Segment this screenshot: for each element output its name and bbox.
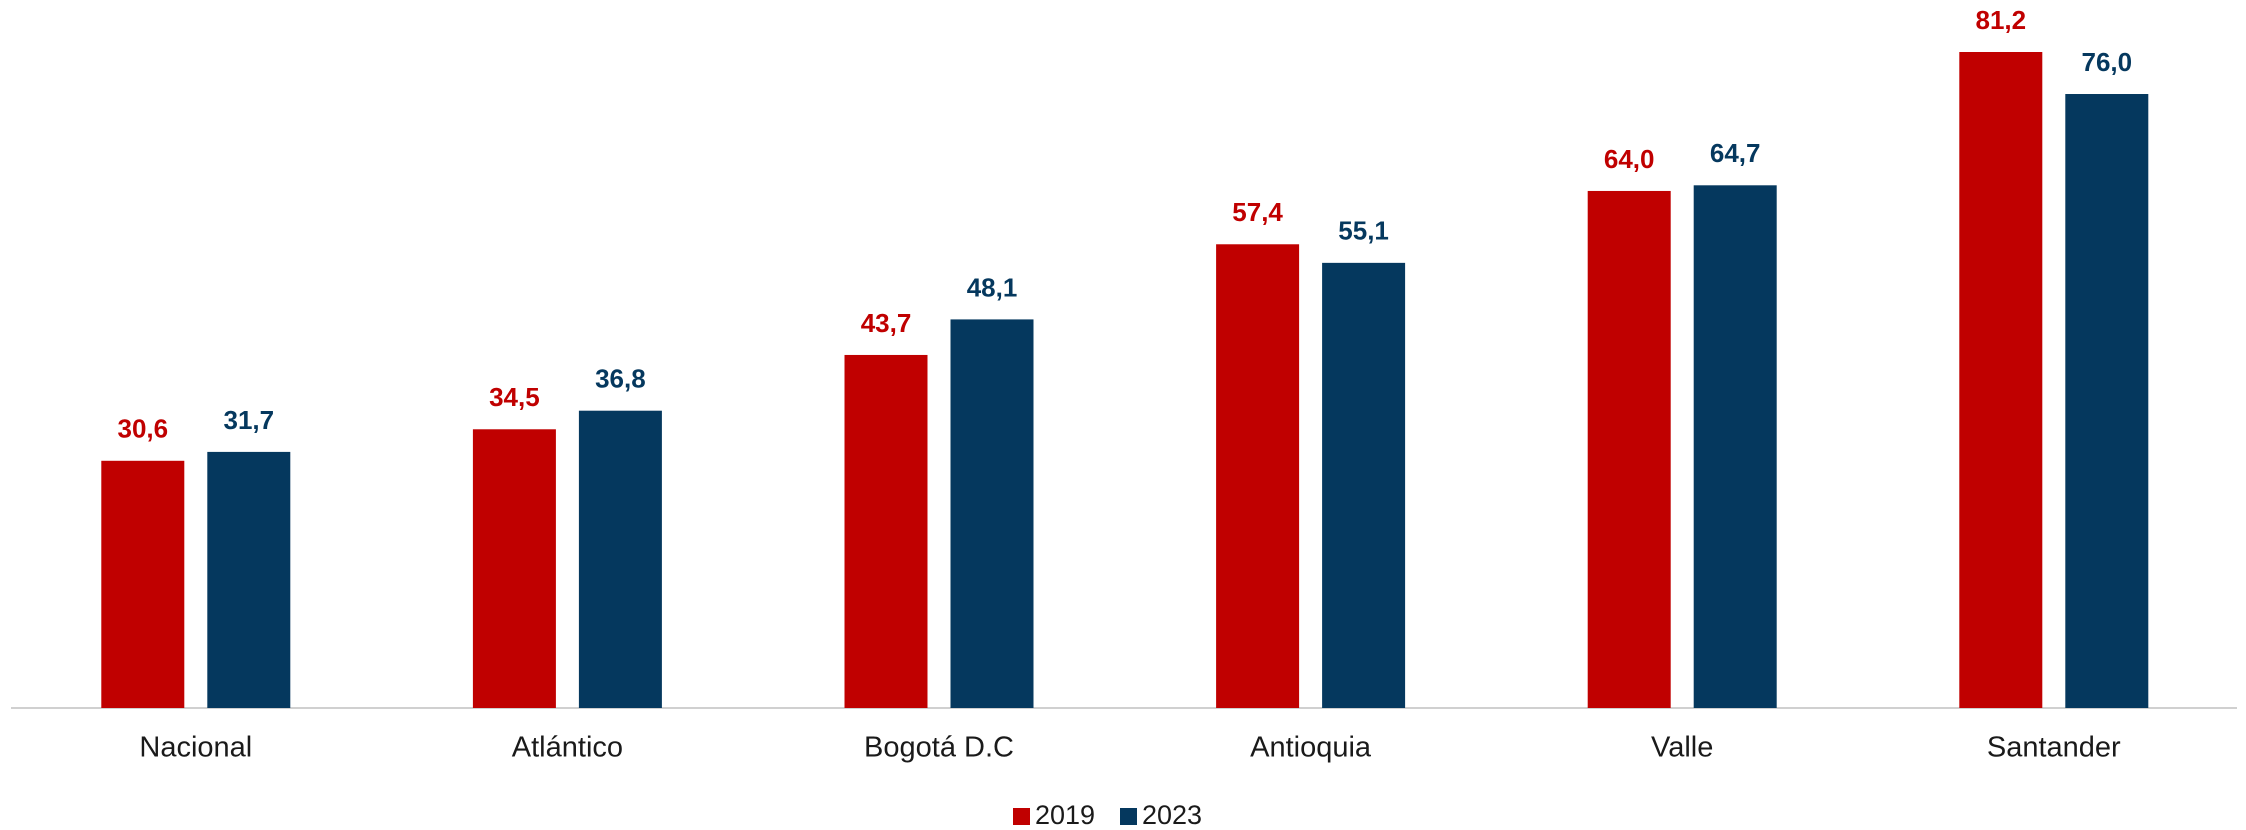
value-label: 48,1 <box>967 272 1018 302</box>
x-tick-label: Antioquia <box>1250 732 1372 764</box>
bar <box>207 451 291 708</box>
legend-swatch <box>1120 808 1137 825</box>
value-label: 43,7 <box>861 308 912 338</box>
bar <box>472 429 556 708</box>
bar <box>101 460 185 708</box>
x-tick-label: Atlántico <box>512 732 623 764</box>
value-label: 57,4 <box>1232 197 1283 227</box>
value-label: 81,2 <box>1975 5 2026 35</box>
value-label: 64,0 <box>1604 144 1655 174</box>
legend-label: 2019 <box>1035 800 1095 830</box>
bar <box>1216 244 1300 708</box>
bar <box>1693 185 1777 709</box>
x-tick-label: Valle <box>1651 732 1713 764</box>
value-label: 55,1 <box>1338 216 1389 246</box>
bar <box>2065 94 2149 709</box>
value-label: 31,7 <box>223 405 274 435</box>
value-label: 36,8 <box>595 364 646 394</box>
x-tick-label: Santander <box>1987 732 2121 764</box>
value-label: 76,0 <box>2081 47 2132 77</box>
bar <box>950 319 1034 708</box>
value-label: 34,5 <box>489 382 540 412</box>
x-tick-label: Nacional <box>139 732 252 764</box>
bar <box>578 410 662 708</box>
bar <box>1322 262 1406 708</box>
value-label: 30,6 <box>117 414 168 444</box>
legend-swatch <box>1013 808 1030 825</box>
bar <box>1959 52 2043 708</box>
x-tick-label: Bogotá D.C <box>864 732 1014 764</box>
value-label: 64,7 <box>1710 138 1761 168</box>
bar <box>1587 190 1671 708</box>
legend-label: 2023 <box>1142 800 1202 830</box>
bar <box>844 354 928 708</box>
